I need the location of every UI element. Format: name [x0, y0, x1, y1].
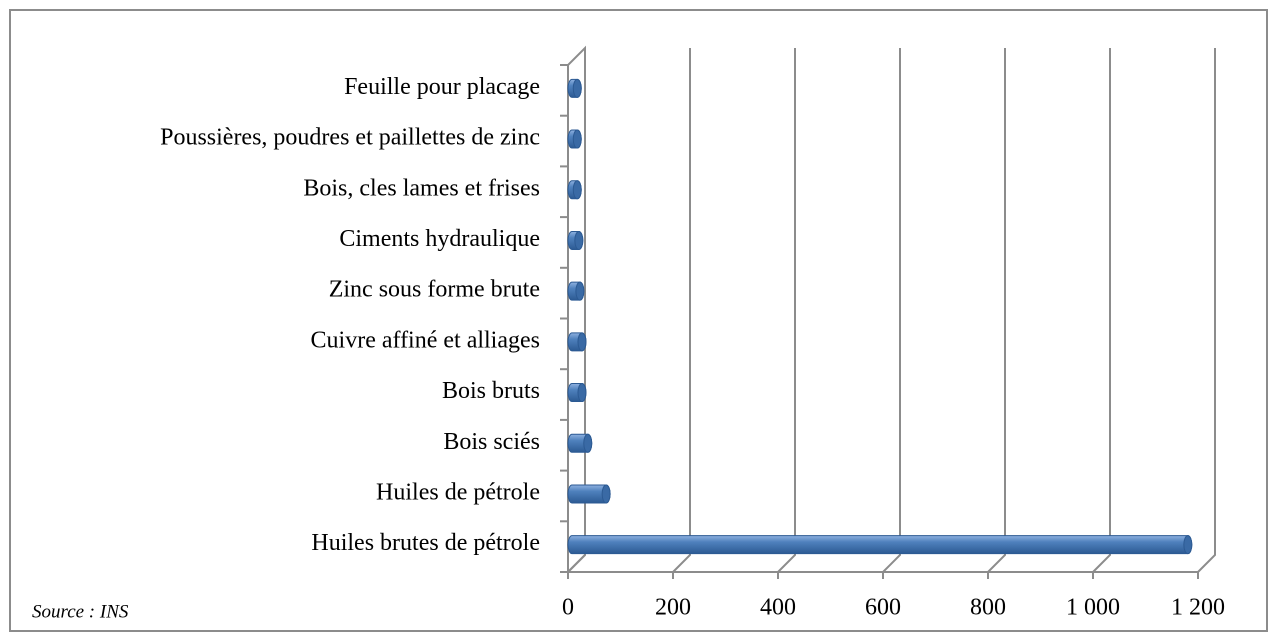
grid-line — [672, 48, 691, 573]
bar-cap — [1183, 535, 1193, 555]
grid-line — [882, 48, 901, 573]
y-tick-label: Bois, cles lames et frises — [303, 175, 540, 201]
y-tick-label: Feuille pour placage — [344, 74, 540, 100]
bar — [567, 535, 1193, 555]
grid-line — [987, 48, 1006, 573]
y-tick-label: Zinc sous forme brute — [329, 277, 540, 303]
source: Source : INS — [32, 601, 129, 622]
bar-cap — [572, 78, 582, 98]
bar-cap — [575, 281, 585, 301]
x-tick-label: 1 000 — [1066, 595, 1120, 621]
bar-cap — [601, 484, 611, 504]
x-tick-label: 400 — [760, 595, 796, 621]
grid-line — [777, 48, 796, 573]
x-tick-label: 1 200 — [1171, 595, 1225, 621]
bar-cap — [574, 230, 584, 250]
grid-line — [567, 48, 586, 573]
y-tick-label: Ciments hydraulique — [339, 226, 540, 252]
frame — [9, 9, 1268, 632]
grid-line — [1197, 48, 1216, 573]
bar-cap — [572, 180, 582, 200]
y-tick-label: Huiles brutes de pétrole — [311, 530, 540, 556]
y-tick-label: Bois bruts — [442, 378, 540, 404]
bar-cap — [583, 433, 593, 453]
x-tick-label: 0 — [562, 595, 574, 621]
x-tick-label: 200 — [655, 595, 691, 621]
x-tick-label: 800 — [970, 595, 1006, 621]
grid-line — [1092, 48, 1111, 573]
y-tick-label: Bois sciés — [443, 429, 540, 455]
y-tick-label: Poussières, poudres et paillettes de zin… — [160, 125, 540, 151]
bar-cap — [572, 129, 582, 149]
y-tick-label: Cuivre affiné et alliages — [311, 327, 540, 353]
bar-cap — [577, 332, 587, 352]
y-tick-label: Huiles de pétrole — [376, 479, 540, 505]
bar-cap — [577, 383, 587, 403]
x-tick-label: 600 — [865, 595, 901, 621]
